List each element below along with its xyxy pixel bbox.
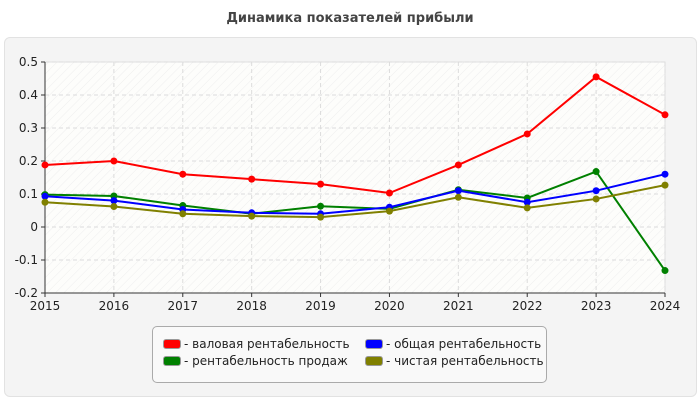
legend-label: общая рентабельность — [386, 337, 541, 351]
legend-label: чистая рентабельность — [386, 354, 543, 368]
series-line — [44, 184, 666, 219]
legend-swatch — [365, 356, 383, 366]
y-tick-label: 0.5 — [19, 55, 38, 69]
data-point — [41, 198, 49, 206]
y-tick-label: -0.1 — [15, 253, 38, 267]
x-tick-label: 2019 — [305, 299, 336, 313]
data-point — [592, 187, 600, 195]
x-tick-label: 2021 — [443, 299, 474, 313]
data-point — [592, 195, 600, 203]
x-tick-label: 2022 — [512, 299, 543, 313]
data-point — [523, 130, 531, 138]
data-point — [661, 267, 669, 275]
x-tick-label: 2018 — [236, 299, 267, 313]
legend-swatch — [365, 339, 383, 349]
data-point — [385, 207, 393, 215]
legend-swatch — [163, 339, 181, 349]
chart-title: Динамика показателей прибыли — [226, 11, 474, 26]
data-point — [248, 175, 256, 183]
plot-area — [44, 61, 666, 294]
legend-item: чистая рентабельность — [365, 354, 544, 368]
data-point — [454, 193, 462, 201]
data-point — [385, 189, 393, 197]
x-tick-label: 2017 — [168, 299, 199, 313]
data-point — [317, 180, 325, 188]
legend: валовая рентабельность общая рентабельно… — [152, 326, 547, 383]
legend-label: валовая рентабельность — [184, 337, 349, 351]
legend-label: рентабельность продаж — [184, 354, 348, 368]
data-point — [661, 181, 669, 189]
y-tick-label: -0.2 — [15, 286, 38, 300]
data-point — [523, 198, 531, 206]
series-line — [44, 170, 666, 272]
data-point — [110, 203, 118, 211]
data-point — [179, 210, 187, 218]
legend-swatch — [163, 356, 181, 366]
data-point — [592, 73, 600, 81]
data-point — [661, 170, 669, 178]
data-point — [41, 192, 49, 200]
legend-item: общая рентабельность — [365, 337, 541, 351]
data-point — [317, 202, 325, 210]
data-point — [454, 161, 462, 169]
data-point — [41, 161, 49, 169]
x-tick-label: 2023 — [581, 299, 612, 313]
x-tick-label: 2020 — [374, 299, 405, 313]
series-line — [44, 75, 666, 195]
y-tick-label: 0.1 — [19, 187, 38, 201]
y-tick-label: 0.2 — [19, 154, 38, 168]
x-tick-label: 2024 — [650, 299, 681, 313]
data-point — [592, 168, 600, 176]
data-point — [523, 204, 531, 212]
legend-item: рентабельность продаж — [163, 354, 348, 368]
data-point — [317, 213, 325, 221]
series-line — [44, 173, 666, 215]
data-point — [110, 157, 118, 165]
y-tick-label: 0.4 — [19, 88, 38, 102]
data-point — [661, 111, 669, 119]
data-point — [248, 212, 256, 220]
x-tick-label: 2015 — [30, 299, 61, 313]
y-tick-label: 0.3 — [19, 121, 38, 135]
data-point — [110, 197, 118, 205]
y-tick-label: 0 — [30, 220, 38, 234]
data-point — [454, 187, 462, 195]
legend-item: валовая рентабельность — [163, 337, 350, 351]
data-point — [179, 170, 187, 178]
x-tick-label: 2016 — [99, 299, 130, 313]
